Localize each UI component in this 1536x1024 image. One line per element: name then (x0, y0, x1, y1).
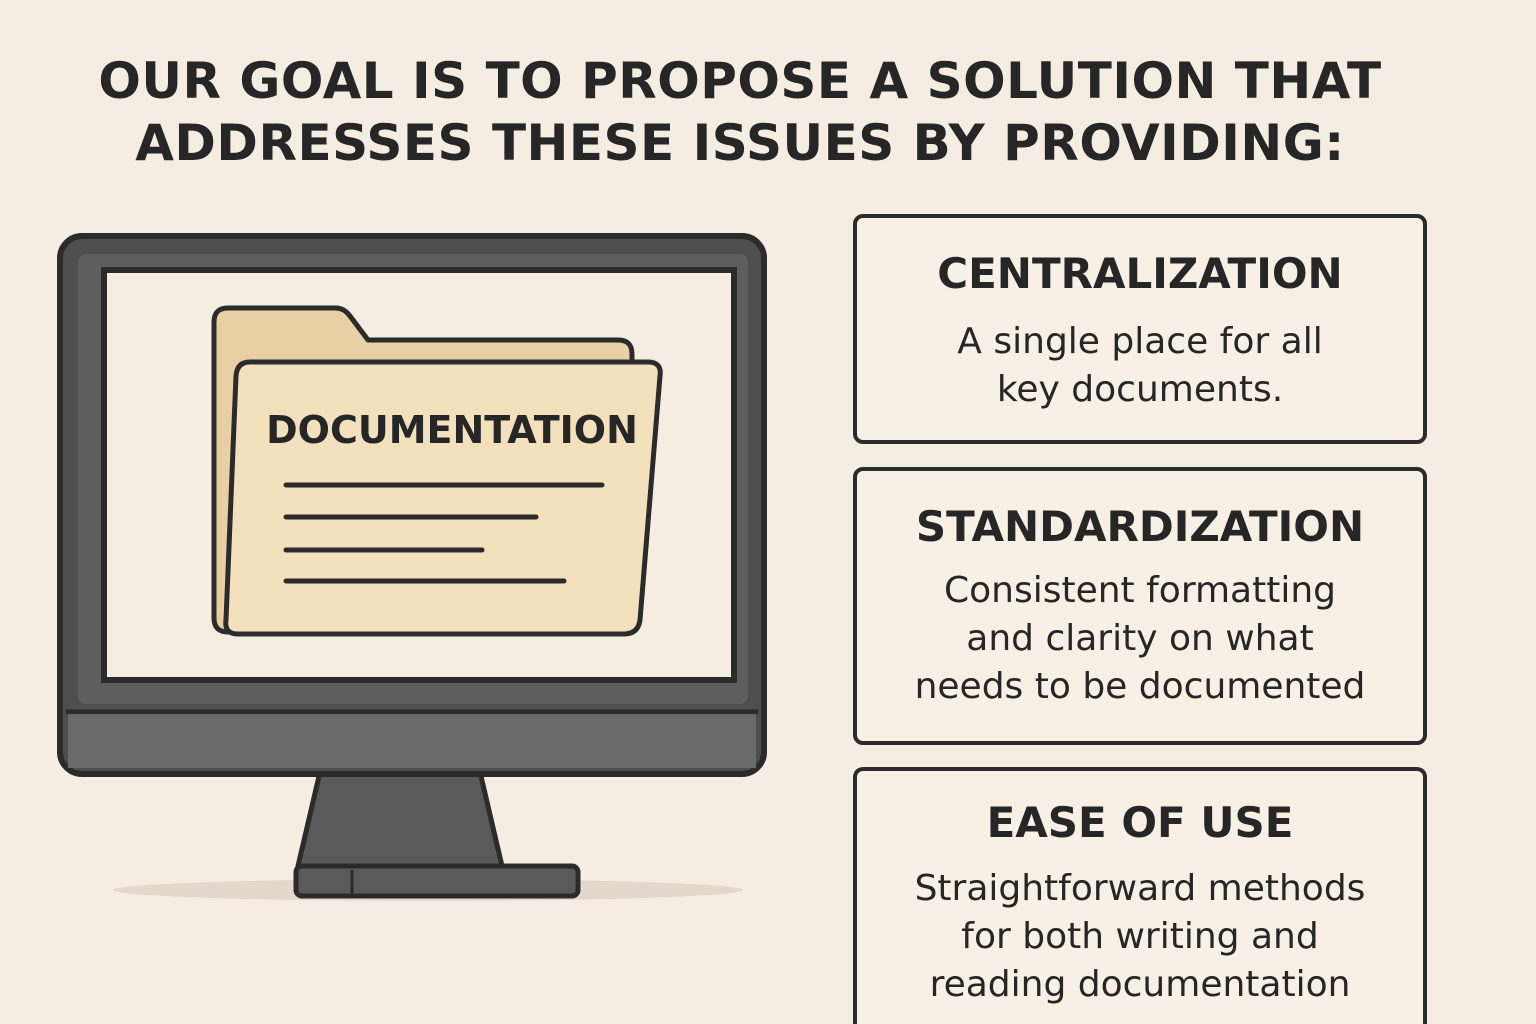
monitor-stand-icon (293, 769, 581, 899)
card-standardization: STANDARDIZATION Consistent formatting an… (853, 467, 1427, 745)
folder-label: DOCUMENTATION (266, 408, 638, 452)
card-description-line: key documents. (996, 369, 1284, 410)
document-lines-icon (283, 482, 605, 584)
headline-line-1: OUR GOAL IS TO PROPOSE A SOLUTION THAT (98, 52, 1382, 110)
card-description-line: A single place for all (957, 321, 1323, 362)
headline: OUR GOAL IS TO PROPOSE A SOLUTION THAT A… (0, 50, 1480, 174)
card-title: EASE OF USE (986, 798, 1294, 847)
card-description-line: Straightforward methods (914, 868, 1366, 909)
card-centralization: CENTRALIZATION A single place for all ke… (853, 214, 1427, 444)
card-description-line: needs to be documented (914, 666, 1366, 707)
card-description-line: and clarity on what (966, 618, 1314, 659)
folder-icon (211, 305, 663, 637)
card-description-line: reading documentation (929, 964, 1351, 1005)
card-title: STANDARDIZATION (915, 502, 1365, 551)
card-description: A single place for all key documents. (857, 318, 1423, 414)
card-description-line: for both writing and (961, 916, 1319, 957)
headline-line-2: ADDRESSES THESE ISSUES BY PROVIDING: (135, 114, 1345, 172)
card-description-line: Consistent formatting (943, 570, 1337, 611)
monitor-illustration: DOCUMENTATION (57, 233, 767, 901)
card-ease-of-use: EASE OF USE Straightforward methods for … (853, 767, 1427, 1024)
card-title: CENTRALIZATION (937, 249, 1343, 298)
card-description: Consistent formatting and clarity on wha… (857, 567, 1423, 711)
card-description: Straightforward methods for both writing… (857, 865, 1423, 1009)
